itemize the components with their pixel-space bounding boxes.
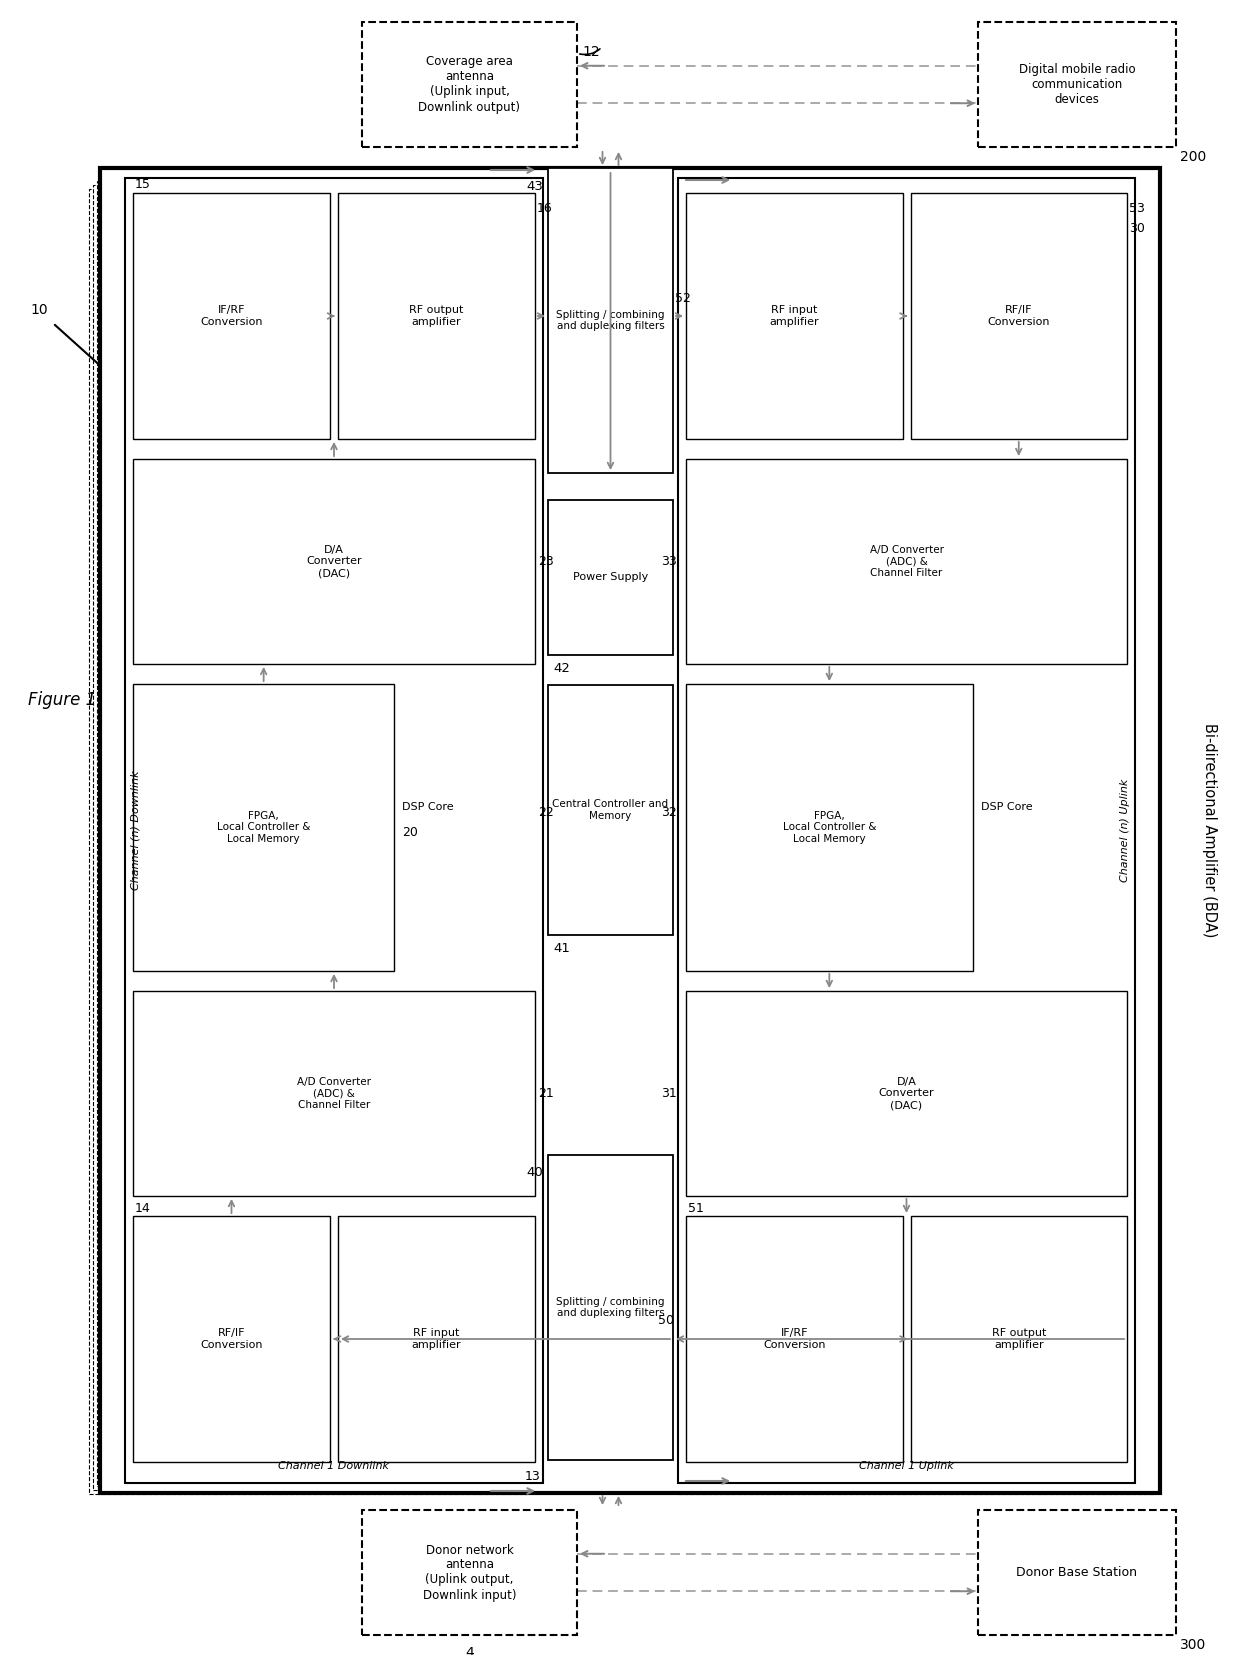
Text: FPGA,
Local Controller &
Local Memory: FPGA, Local Controller & Local Memory [217,811,310,844]
Bar [133,991,534,1197]
Text: FPGA,
Local Controller &
Local Memory: FPGA, Local Controller & Local Memory [782,811,877,844]
Text: D/A
Converter
(DAC): D/A Converter (DAC) [879,1077,934,1111]
Text: 21: 21 [538,1087,554,1101]
Bar [978,22,1176,147]
Bar [100,177,539,1481]
Text: 53: 53 [1128,202,1145,215]
Text: 15: 15 [135,179,151,192]
Text: Bi-directional Amplifier (BDA): Bi-directional Amplifier (BDA) [1203,723,1218,938]
Bar [910,194,1127,439]
Bar [362,1509,577,1635]
Bar [339,194,534,439]
Text: 41: 41 [553,942,570,955]
Text: Channel 1 Downlink: Channel 1 Downlink [279,1461,389,1471]
Text: Donor Base Station: Donor Base Station [1017,1566,1137,1579]
Bar [339,1216,534,1461]
Text: 42: 42 [553,662,570,675]
Bar [89,189,527,1494]
Text: Donor network
antenna
(Uplink output,
Downlink input): Donor network antenna (Uplink output, Do… [423,1544,516,1602]
Text: Splitting / combining
and duplexing filters: Splitting / combining and duplexing filt… [557,1298,665,1319]
Text: 40: 40 [526,1167,543,1180]
Text: Figure 1: Figure 1 [29,692,97,708]
Text: 10: 10 [30,303,47,318]
Text: Central Controller and
Memory: Central Controller and Memory [553,799,668,821]
Text: D/A
Converter
(DAC): D/A Converter (DAC) [306,544,362,578]
Text: 50: 50 [658,1314,675,1327]
Text: 4: 4 [465,1647,474,1655]
Bar [100,169,1159,1493]
Text: RF output
amplifier: RF output amplifier [992,1329,1045,1350]
Bar [133,684,394,971]
Bar [910,1216,1127,1461]
Bar [686,1216,903,1461]
Text: RF input
amplifier: RF input amplifier [412,1329,461,1350]
Bar [678,189,1154,1494]
Text: 23: 23 [538,554,554,568]
Text: IF/RF
Conversion: IF/RF Conversion [200,305,263,326]
Text: 16: 16 [537,202,553,215]
Text: 51: 51 [688,1202,704,1215]
Bar [548,685,673,935]
Text: DSP Core: DSP Core [402,803,454,813]
Bar [133,458,534,664]
Text: 33: 33 [661,554,677,568]
Text: Digital mobile radio
communication
devices: Digital mobile radio communication devic… [1019,63,1136,106]
Text: 12: 12 [582,45,600,60]
Text: Coverage area
antenna
(Uplink input,
Downlink output): Coverage area antenna (Uplink input, Dow… [419,56,521,114]
Bar [978,1509,1176,1635]
Text: 52: 52 [675,291,691,305]
Text: 13: 13 [525,1471,541,1483]
Bar [133,194,330,439]
Bar [686,458,1127,664]
Text: RF output
amplifier: RF output amplifier [409,305,464,326]
Text: A/D Converter
(ADC) &
Channel Filter: A/D Converter (ADC) & Channel Filter [869,544,944,578]
Bar [133,1216,330,1461]
Text: 200: 200 [1180,151,1207,164]
Bar [678,180,1154,1486]
Text: 32: 32 [661,806,677,819]
Bar [125,179,543,1483]
Bar [93,185,531,1490]
Bar [686,194,903,439]
Text: Channel (n) Downlink: Channel (n) Downlink [130,771,140,890]
Bar [686,684,972,971]
Bar [548,500,673,655]
Bar [678,177,1154,1481]
Text: Channel 1 Uplink: Channel 1 Uplink [859,1461,954,1471]
Bar [97,180,534,1486]
Text: 30: 30 [1128,222,1145,235]
Bar [362,22,577,147]
Text: DSP Core: DSP Core [981,803,1032,813]
Text: A/D Converter
(ADC) &
Channel Filter: A/D Converter (ADC) & Channel Filter [298,1077,371,1111]
Text: 20: 20 [402,826,418,839]
Bar [678,179,1135,1483]
Bar [678,185,1154,1490]
Text: 300: 300 [1180,1638,1207,1652]
Text: RF/IF
Conversion: RF/IF Conversion [987,305,1050,326]
Bar [548,1155,673,1460]
Text: Channel (n) Uplink: Channel (n) Uplink [1120,780,1130,882]
Text: 31: 31 [661,1087,677,1101]
Bar [686,991,1127,1197]
Text: 14: 14 [135,1202,151,1215]
Text: Power Supply: Power Supply [573,573,649,583]
Text: RF input
amplifier: RF input amplifier [770,305,820,326]
Text: 43: 43 [526,179,543,192]
Bar [548,169,673,473]
Text: IF/RF
Conversion: IF/RF Conversion [763,1329,826,1350]
Text: RF/IF
Conversion: RF/IF Conversion [200,1329,263,1350]
Text: Splitting / combining
and duplexing filters: Splitting / combining and duplexing filt… [557,309,665,331]
Text: 22: 22 [538,806,554,819]
